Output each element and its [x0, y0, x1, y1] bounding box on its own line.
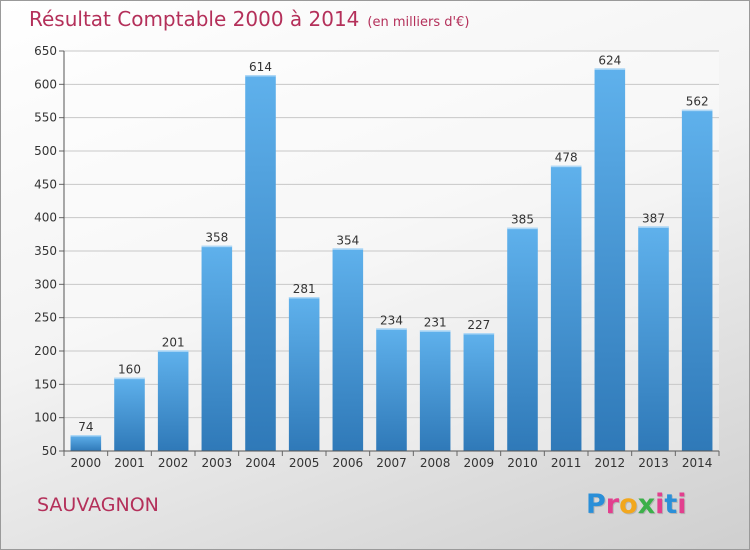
y-tick-label: 150: [34, 377, 57, 391]
x-tick-label: 2014: [682, 456, 713, 470]
x-tick-label: 2003: [202, 456, 233, 470]
chart-title-text: Résultat Comptable 2000 à 2014: [29, 7, 360, 31]
bar-value-label: 74: [78, 420, 93, 434]
logo-letter: P: [586, 489, 606, 520]
bar: [157, 350, 189, 451]
commune-name: SAUVAGNON: [37, 494, 159, 516]
logo-letter: o: [619, 489, 638, 520]
bar: [463, 333, 495, 451]
y-tick-label: 550: [34, 111, 57, 125]
bar-highlight: [463, 333, 495, 335]
bar-highlight: [245, 75, 276, 77]
bar-highlight: [114, 377, 145, 380]
bar-value-label: 281: [293, 282, 316, 296]
x-tick-label: 2005: [289, 456, 320, 470]
logo-letter: x: [637, 489, 656, 520]
chart-unit: (en milliers d'€): [367, 15, 470, 30]
bar-value-label: 354: [336, 233, 359, 247]
bar: [332, 248, 364, 451]
bar-value-label: 160: [118, 363, 141, 377]
bar-value-label: 562: [686, 95, 709, 109]
y-tick-label: 300: [34, 277, 57, 291]
bar-value-label: 624: [598, 53, 621, 67]
bar-value-label: 385: [511, 213, 534, 227]
logo-letter: i: [677, 489, 687, 520]
bar-highlight: [507, 227, 538, 230]
y-tick-label: 650: [34, 44, 57, 58]
logo-letter: i: [655, 489, 665, 520]
bar-highlight: [638, 226, 669, 228]
x-tick-label: 2001: [114, 456, 145, 470]
bar: [681, 109, 713, 452]
y-tick-label: 250: [34, 311, 57, 325]
bar-value-label: 387: [642, 211, 665, 225]
bar-highlight: [157, 350, 189, 352]
bar: [376, 328, 407, 451]
x-tick-label: 2011: [551, 456, 582, 470]
x-tick-label: 2008: [420, 456, 451, 470]
bar-value-label: 227: [467, 318, 490, 332]
bar-value-label: 231: [424, 315, 447, 329]
bar-highlight: [550, 165, 582, 168]
bar: [288, 297, 320, 451]
x-tick-label: 2002: [158, 456, 189, 470]
bar-highlight: [288, 297, 320, 299]
bar-value-label: 234: [380, 313, 403, 327]
chart-title: Résultat Comptable 2000 à 2014 (en millie…: [29, 7, 469, 31]
bar-value-label: 201: [162, 335, 185, 349]
y-tick-label: 500: [34, 144, 57, 158]
x-tick-label: 2000: [71, 456, 102, 470]
y-tick-label: 400: [34, 211, 57, 225]
bar: [114, 377, 145, 451]
bar-value-label: 614: [249, 60, 272, 74]
bar-value-label: 358: [205, 231, 228, 245]
x-tick-label: 2010: [507, 456, 538, 470]
bar-highlight: [419, 330, 451, 332]
bar: [638, 226, 669, 451]
bar: [419, 330, 451, 451]
bar: [245, 75, 276, 451]
axes: 50 100 150 200 250 300 350 400 450 500 550 600 650 20…: [34, 44, 720, 470]
y-tick-label: 100: [34, 411, 57, 425]
bar-highlight: [594, 68, 626, 70]
logo-letter: t: [664, 489, 678, 520]
y-tick-label: 450: [34, 177, 57, 191]
x-tick-label: 2009: [464, 456, 495, 470]
bar: [550, 165, 582, 451]
bar: [594, 68, 626, 451]
bar: [70, 435, 102, 451]
bar: [507, 227, 538, 451]
x-tick-label: 2004: [245, 456, 276, 470]
bar: [201, 245, 233, 451]
bar-highlight: [332, 248, 364, 250]
y-tick-label: 600: [34, 77, 57, 91]
bar-highlight: [681, 109, 713, 112]
bars: 74 160 201 358 614 281 354 234 231 227 385 478 624 38…: [70, 53, 713, 452]
proxiti-logo: Proxiti: [586, 489, 687, 520]
y-tick-label: 350: [34, 244, 57, 258]
x-tick-label: 2007: [376, 456, 407, 470]
x-tick-label: 2012: [595, 456, 626, 470]
bar-highlight: [376, 328, 407, 330]
y-tick-label: 200: [34, 344, 57, 358]
x-tick-label: 2013: [638, 456, 669, 470]
logo-letter: r: [605, 489, 620, 520]
bar-value-label: 478: [555, 151, 578, 165]
y-tick-label: 50: [42, 444, 57, 458]
bar-highlight: [70, 435, 102, 437]
x-tick-label: 2006: [333, 456, 364, 470]
bar-highlight: [201, 245, 233, 248]
